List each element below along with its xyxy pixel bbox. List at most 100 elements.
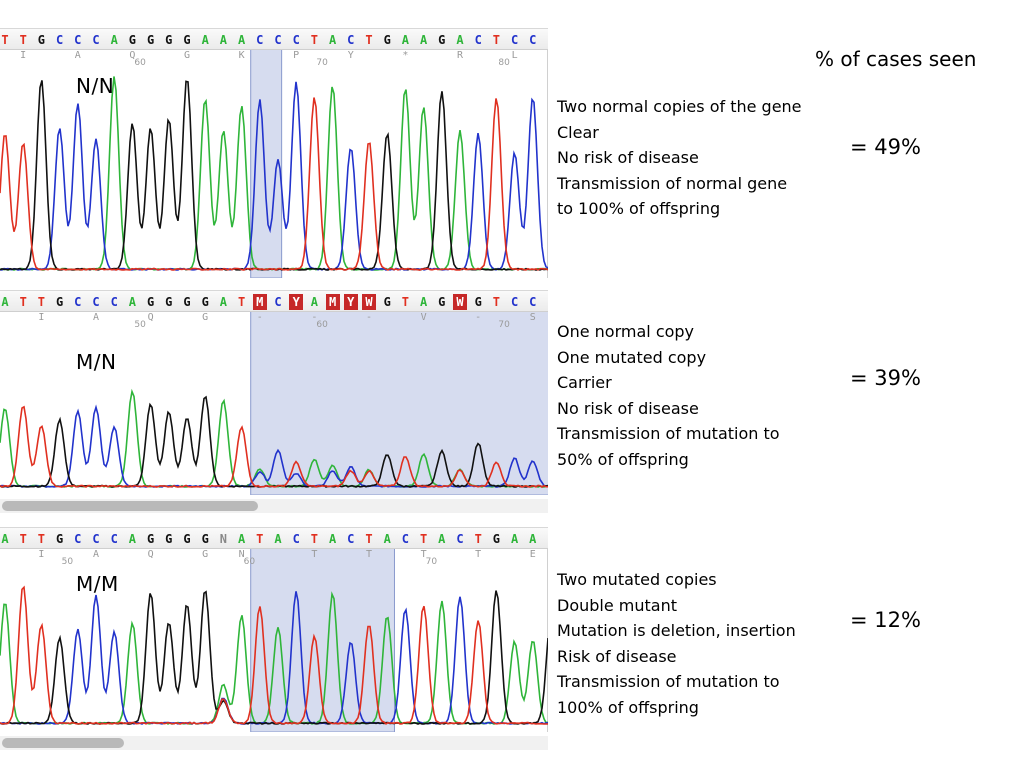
base-call[interactable]: T <box>492 33 500 47</box>
base-call[interactable]: G <box>165 295 173 309</box>
base-call[interactable]: C <box>274 295 282 309</box>
base-call[interactable]: A <box>201 33 209 47</box>
base-call[interactable]: G <box>474 295 482 309</box>
base-call[interactable]: C <box>401 532 409 546</box>
base-call[interactable]: M <box>325 294 340 310</box>
base-call[interactable]: A <box>1 295 9 309</box>
base-call[interactable]: T <box>401 295 409 309</box>
base-call[interactable]: T <box>19 295 27 309</box>
base-call[interactable]: A <box>438 532 446 546</box>
base-call[interactable]: C <box>292 33 300 47</box>
base-call[interactable]: G <box>183 532 191 546</box>
base-call[interactable]: N <box>219 532 227 546</box>
base-call[interactable]: G <box>55 295 64 309</box>
base-call[interactable]: T <box>492 295 500 309</box>
percent-mm: = 12% <box>850 608 921 632</box>
base-call[interactable]: A <box>328 532 337 546</box>
chromatogram-mn <box>0 290 548 495</box>
base-call[interactable]: C <box>347 532 355 546</box>
base-call[interactable]: G <box>165 532 173 546</box>
base-call[interactable]: A <box>419 295 428 309</box>
base-call[interactable]: C <box>256 33 264 47</box>
base-call[interactable]: A <box>310 295 318 309</box>
base-call[interactable]: T <box>37 295 45 309</box>
base-call[interactable]: T <box>419 532 428 546</box>
base-call[interactable]: T <box>256 532 264 546</box>
scrollbar-thumb-mm[interactable] <box>2 738 124 748</box>
base-call[interactable]: G <box>383 295 391 309</box>
base-call[interactable]: G <box>183 33 191 47</box>
base-call[interactable]: A <box>237 532 246 546</box>
base-call[interactable]: T <box>310 532 318 546</box>
base-call[interactable]: C <box>92 33 100 47</box>
base-call[interactable]: C <box>110 295 118 309</box>
base-call[interactable]: C <box>529 33 537 47</box>
base-call[interactable]: A <box>219 33 227 47</box>
base-call[interactable]: A <box>110 33 118 47</box>
base-call[interactable]: G <box>165 33 173 47</box>
base-call[interactable]: W <box>453 294 467 310</box>
base-call[interactable]: A <box>328 33 337 47</box>
base-call[interactable]: A <box>1 532 9 546</box>
base-call[interactable]: G <box>146 532 155 546</box>
base-call[interactable]: C <box>274 33 282 47</box>
base-call[interactable]: C <box>92 295 100 309</box>
base-call[interactable]: A <box>510 532 519 546</box>
base-call[interactable]: G <box>438 295 446 309</box>
base-call[interactable]: C <box>74 33 82 47</box>
base-call[interactable]: C <box>92 532 100 546</box>
base-call[interactable]: T <box>365 532 373 546</box>
base-call[interactable]: C <box>456 532 464 546</box>
base-call[interactable]: A <box>456 33 464 47</box>
base-call[interactable]: T <box>365 33 373 47</box>
base-call[interactable]: C <box>510 33 519 47</box>
base-call[interactable]: C <box>347 33 355 47</box>
base-call[interactable]: T <box>1 33 9 47</box>
base-call[interactable]: G <box>55 532 64 546</box>
base-call[interactable]: A <box>383 532 391 546</box>
base-call[interactable]: C <box>74 295 82 309</box>
base-call[interactable]: A <box>274 532 282 546</box>
base-call[interactable]: G <box>128 33 136 47</box>
base-call[interactable]: T <box>310 33 318 47</box>
base-call[interactable]: A <box>237 33 246 47</box>
base-call[interactable]: A <box>219 295 227 309</box>
base-call[interactable]: G <box>383 33 391 47</box>
base-call[interactable]: G <box>37 33 45 47</box>
base-call[interactable]: C <box>474 33 482 47</box>
base-call[interactable]: G <box>201 532 209 546</box>
base-call[interactable]: Y <box>343 294 358 310</box>
selection-highlight[interactable] <box>250 290 548 495</box>
base-call[interactable]: C <box>110 532 118 546</box>
base-call[interactable]: G <box>438 33 446 47</box>
base-call[interactable]: G <box>183 295 191 309</box>
base-call[interactable]: A <box>128 532 136 546</box>
base-call[interactable]: A <box>529 532 537 546</box>
base-call[interactable]: T <box>237 295 246 309</box>
base-call[interactable]: Y <box>289 294 304 310</box>
description-nn: Two normal copies of the gene Clear No ris… <box>557 94 802 222</box>
base-call[interactable]: A <box>419 33 428 47</box>
base-call[interactable]: T <box>37 532 45 546</box>
base-call[interactable]: C <box>529 295 537 309</box>
base-call[interactable]: A <box>128 295 136 309</box>
base-call[interactable]: T <box>474 532 482 546</box>
base-call[interactable]: G <box>146 33 155 47</box>
scrollbar-track-mm[interactable] <box>0 736 548 750</box>
base-call[interactable]: M <box>252 294 267 310</box>
base-call[interactable]: A <box>401 33 409 47</box>
base-call[interactable]: C <box>55 33 64 47</box>
base-call[interactable]: C <box>510 295 519 309</box>
base-call[interactable]: C <box>292 532 300 546</box>
base-call[interactable]: T <box>19 532 27 546</box>
base-call[interactable]: T <box>19 33 27 47</box>
amino-acid: G <box>183 50 191 61</box>
scrollbar-thumb-mn[interactable] <box>2 501 258 511</box>
base-call[interactable]: G <box>201 295 209 309</box>
base-call[interactable]: W <box>362 294 376 310</box>
base-call[interactable]: C <box>74 532 82 546</box>
base-call[interactable]: G <box>146 295 155 309</box>
amino-acid: R <box>456 50 464 61</box>
base-call[interactable]: G <box>492 532 500 546</box>
